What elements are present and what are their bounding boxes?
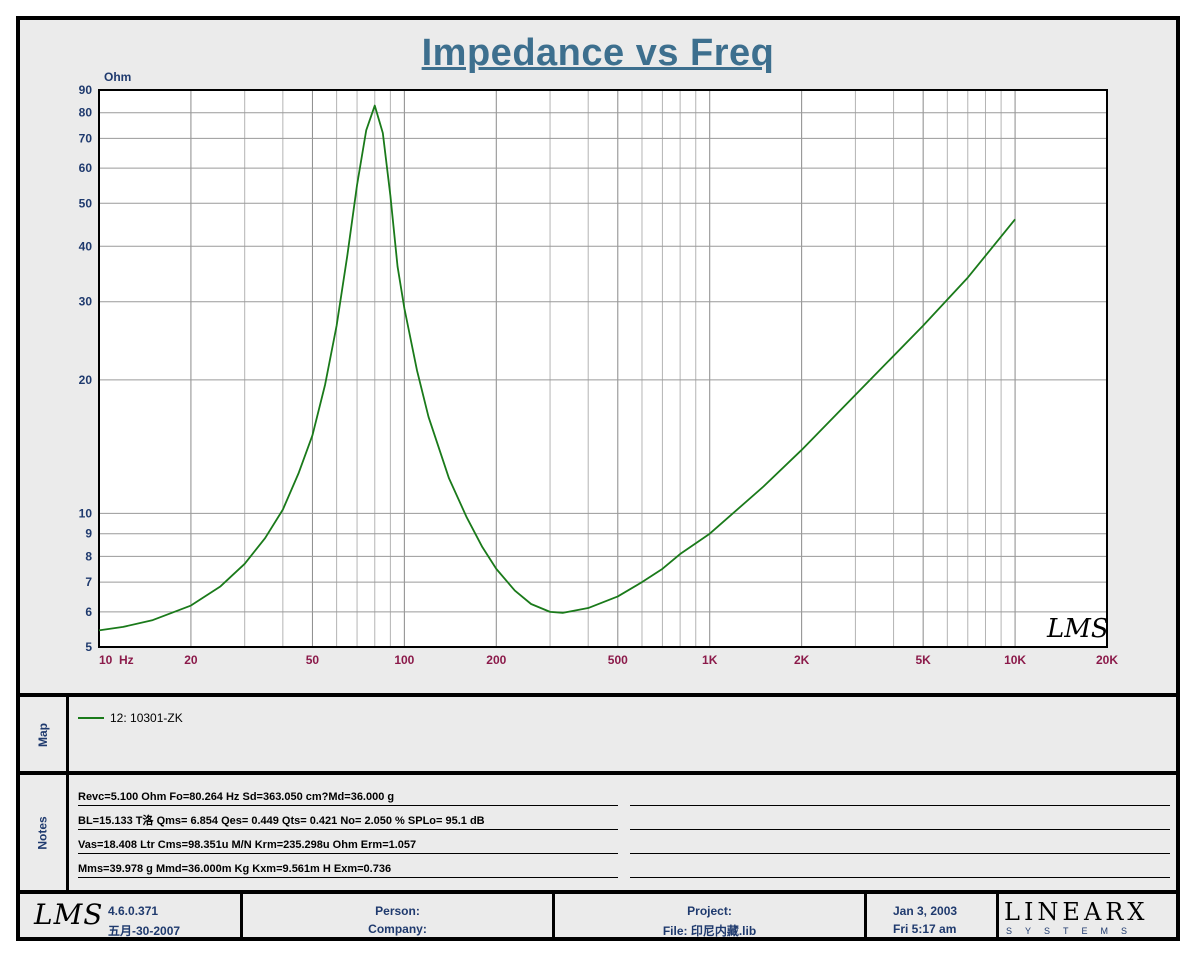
chart-title: Impedance vs Freq — [421, 32, 775, 74]
legend-entry: 12: 10301-ZK — [110, 711, 183, 725]
y-tick-label: 9 — [85, 527, 92, 541]
note-line-4-blank — [630, 862, 1170, 878]
y-tick-label: 20 — [79, 373, 93, 387]
note-line-4: Mms=39.978 g Mmd=36.000m Kg Kxm=9.561m H… — [78, 862, 618, 878]
footer-project: Project: — [687, 904, 732, 918]
divider-chart-map — [20, 693, 1176, 697]
x-tick-label: 20 — [184, 653, 198, 667]
map-divider — [66, 697, 69, 772]
footer-divider-2 — [552, 894, 555, 941]
footer-brand-name: LINEARX — [1004, 898, 1149, 926]
footer-person: Person: — [375, 904, 420, 918]
y-tick-label: 70 — [79, 131, 93, 145]
footer-brand-sub: SYSTEMS — [1006, 926, 1141, 936]
footer-file: File: 印尼内藏.lib — [662, 924, 757, 938]
x-tick-label: 20K — [1096, 653, 1118, 667]
note-line-3-blank — [630, 838, 1170, 854]
map-label-text: Map — [36, 722, 50, 747]
x-tick-label: 5K — [915, 653, 931, 667]
report-frame: Impedance vs Freq 5 6 7 8 9 10 20 30 40 50 60 70 80 9… — [16, 16, 1180, 941]
y-tick-label: 7 — [85, 575, 92, 589]
note-line-3: Vas=18.408 Ltr Cms=98.351u M/N Krm=235.2… — [78, 838, 618, 854]
plot-border — [98, 89, 1108, 648]
y-tick-label: 8 — [85, 549, 92, 563]
divider-map-notes — [20, 771, 1176, 775]
impedance-chart: 5 6 7 8 9 10 20 30 40 50 60 70 80 90 Ohm 10 20 50 100 200 50… — [79, 70, 1119, 667]
y-tick-label: 30 — [79, 295, 93, 309]
y-tick-label: 5 — [85, 640, 92, 654]
plot-watermark: LMS — [1046, 614, 1109, 644]
note-line-2: BL=15.133 T洛 Qms= 6.854 Qes= 0.449 Qts= … — [78, 814, 618, 830]
y-axis-label: Ohm — [104, 70, 131, 84]
y-tick-label: 40 — [79, 239, 93, 253]
note-line-1-blank — [630, 790, 1170, 806]
footer-company: Company: — [368, 922, 427, 936]
footer-date: Jan 3, 2003 — [893, 904, 958, 918]
y-tick-label: 80 — [79, 106, 93, 120]
notes-label-text: Notes — [36, 815, 50, 850]
plot-background — [99, 90, 1107, 647]
note-line-2-blank — [630, 814, 1170, 830]
x-tick-label: 10K — [1004, 653, 1026, 667]
footer-version: 4.6.0.371 — [108, 904, 159, 918]
legend-swatch — [78, 717, 104, 719]
map-label: Map — [20, 697, 66, 772]
x-axis-unit: Hz — [119, 653, 134, 667]
y-tick-label: 60 — [79, 161, 93, 175]
note-line-1: Revc=5.100 Ohm Fo=80.264 Hz Sd=363.050 c… — [78, 790, 618, 806]
footer-time: Fri 5:17 am — [893, 922, 957, 936]
footer-divider-4 — [996, 894, 999, 941]
x-tick-label: 100 — [394, 653, 414, 667]
notes-label: Notes — [20, 775, 66, 890]
y-tick-label: 90 — [79, 83, 93, 97]
divider-notes-footer — [20, 890, 1176, 894]
footer-divider-3 — [864, 894, 867, 941]
chart-section: Impedance vs Freq 5 6 7 8 9 10 20 30 40 50 60 70 80 9… — [20, 20, 1176, 696]
x-tick-label: 1K — [702, 653, 718, 667]
x-tick-label: 500 — [608, 653, 628, 667]
x-tick-label: 2K — [794, 653, 810, 667]
x-tick-label: 200 — [486, 653, 506, 667]
footer-logo: LMS — [34, 898, 104, 931]
x-tick-label: 50 — [306, 653, 320, 667]
x-tick-label: 10 — [99, 653, 113, 667]
footer-divider-1 — [240, 894, 243, 941]
impedance-series-line — [98, 104, 1016, 632]
notes-divider — [66, 775, 69, 890]
y-tick-label: 6 — [85, 605, 92, 619]
y-tick-label: 10 — [79, 506, 93, 520]
y-tick-label: 50 — [79, 196, 93, 210]
footer-build-date: 五月-30-2007 — [108, 924, 181, 938]
